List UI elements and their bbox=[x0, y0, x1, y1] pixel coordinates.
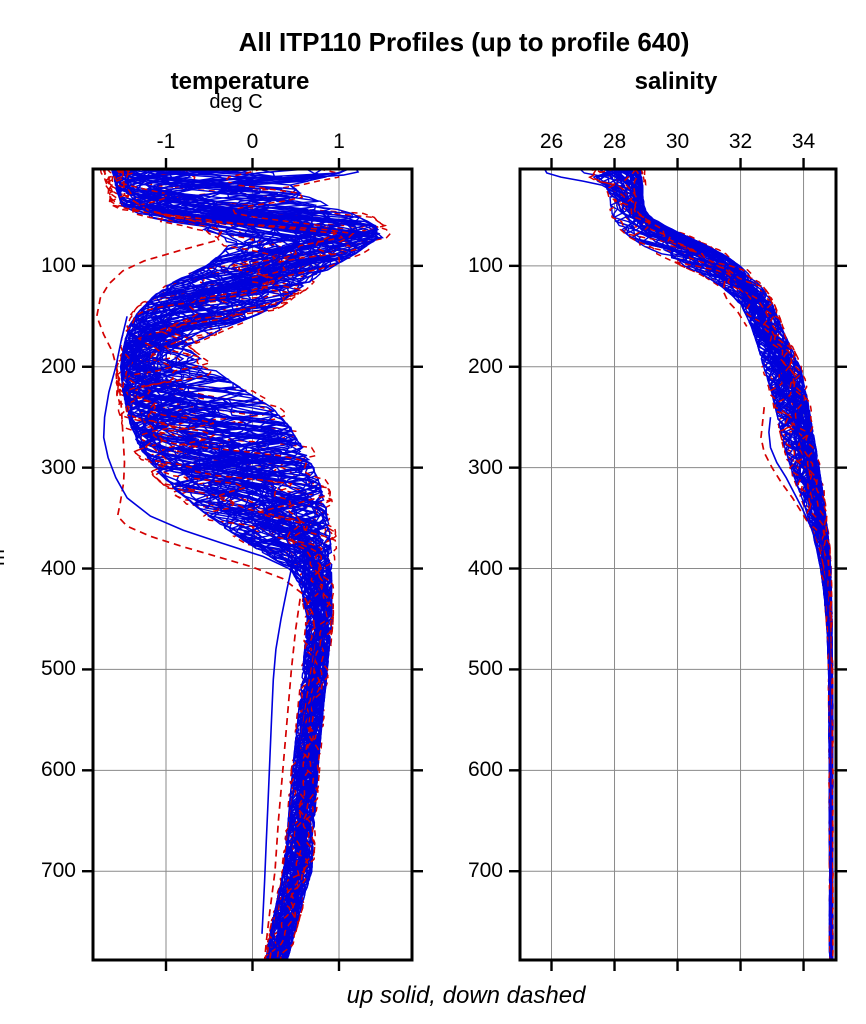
salinity-x-tick-label: 26 bbox=[539, 130, 564, 153]
legend-caption: up solid, down dashed bbox=[346, 982, 586, 1009]
temperature-units-label: deg C bbox=[209, 91, 263, 113]
salinity-depth-tick-label: 500 bbox=[467, 657, 503, 681]
figure-title: All ITP110 Profiles (up to profile 640) bbox=[238, 27, 690, 57]
temperature-depth-tick-label: 700 bbox=[40, 859, 76, 883]
temperature-profile-bundle bbox=[95, 169, 392, 960]
depth-axis-label: m bbox=[0, 549, 10, 566]
salinity-x-tick-label: 28 bbox=[602, 130, 627, 153]
salinity-depth-tick-label: 600 bbox=[467, 758, 503, 782]
salinity-x-tick-label: 32 bbox=[728, 130, 753, 153]
salinity-depth-tick-label: 300 bbox=[467, 455, 503, 479]
salinity-depth-tick-label: 700 bbox=[467, 859, 503, 883]
temperature-depth-tick-label: 500 bbox=[40, 657, 76, 681]
temperature-x-tick-label: 1 bbox=[333, 130, 345, 153]
salinity-panel-title: salinity bbox=[634, 68, 718, 95]
temperature-x-tick-label: -1 bbox=[156, 130, 176, 153]
temperature-depth-tick-label: 600 bbox=[40, 758, 76, 782]
salinity-profile-bundle bbox=[543, 169, 834, 960]
temperature-depth-tick-label: 400 bbox=[40, 556, 76, 580]
temperature-panel-title: temperature bbox=[170, 68, 310, 95]
salinity-depth-tick-label: 100 bbox=[467, 253, 503, 277]
salinity-x-tick-label: 30 bbox=[665, 130, 690, 153]
salinity-x-tick-label: 34 bbox=[791, 130, 816, 153]
temperature-depth-tick-label: 300 bbox=[40, 455, 76, 479]
temperature-depth-tick-label: 200 bbox=[40, 354, 76, 378]
salinity-depth-tick-label: 200 bbox=[467, 354, 503, 378]
temperature-depth-tick-label: 100 bbox=[40, 253, 76, 277]
temperature-x-tick-label: 0 bbox=[246, 130, 259, 153]
salinity-depth-tick-label: 400 bbox=[467, 556, 503, 580]
